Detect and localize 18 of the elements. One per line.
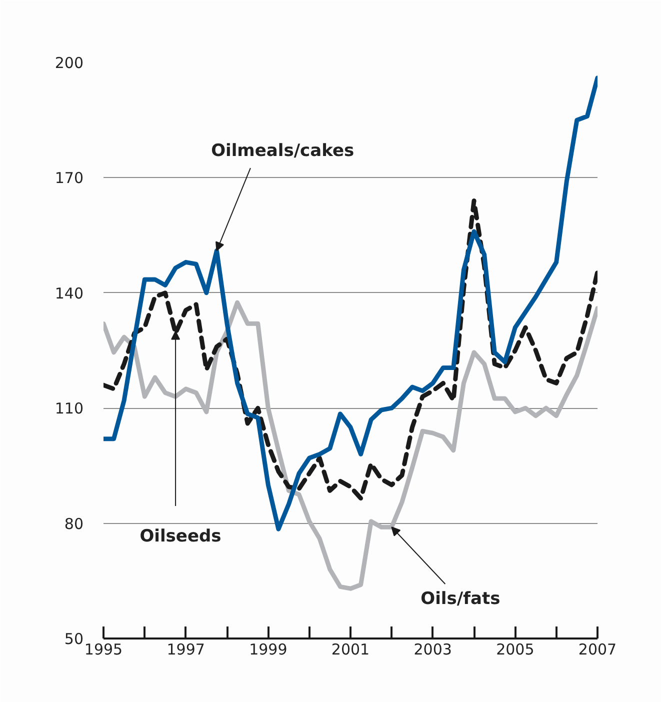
x-tick-label: 1999 — [249, 640, 288, 658]
y-tick-label: 50 — [64, 630, 84, 648]
annotation: Oilmeals/cakes — [211, 140, 354, 161]
annotation: Oilseeds — [140, 526, 222, 547]
y-tick-label: 170 — [54, 169, 84, 188]
x-tick-label: 1997 — [166, 640, 205, 658]
y-tick-label: 80 — [64, 514, 84, 533]
x-tick-label: 2001 — [331, 640, 370, 658]
annotation: Oils/fats — [420, 588, 500, 609]
line-series — [104, 198, 598, 501]
x-tick-label: 2005 — [496, 640, 534, 658]
y-tick-label: 110 — [54, 400, 84, 418]
line-series — [104, 300, 598, 591]
y-tick-label: 140 — [54, 284, 84, 302]
x-tick-label: 1995 — [84, 640, 123, 658]
x-tick-label: 2007 — [578, 640, 617, 658]
x-tick-label: 2003 — [414, 640, 452, 658]
y-tick-label: 200 — [54, 54, 84, 72]
